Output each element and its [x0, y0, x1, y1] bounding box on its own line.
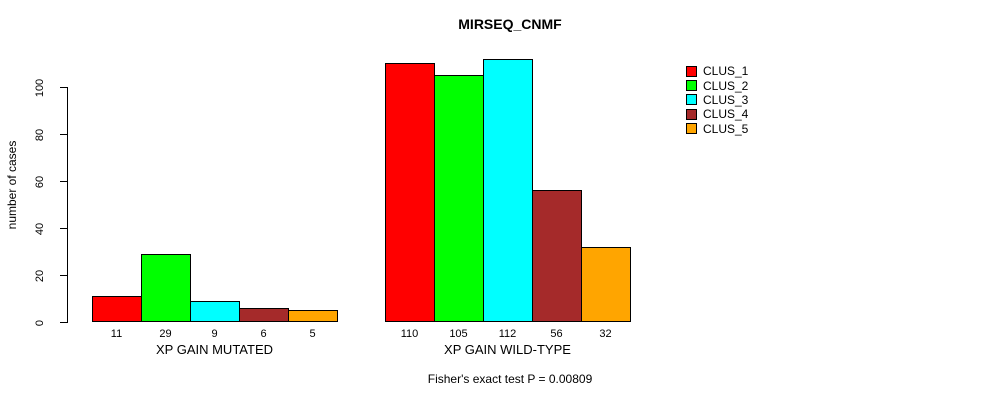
bar-value-label: 29 [159, 328, 172, 340]
bar-value-label: 32 [599, 328, 612, 340]
legend-label: CLUS_3 [703, 92, 749, 107]
bar-clus_4 [532, 190, 582, 322]
y-axis-label: number of cases [5, 140, 19, 230]
bar-clus_2 [141, 254, 191, 322]
y-axis-tick-label: 0 [34, 319, 46, 326]
bar-value-label: 112 [498, 328, 517, 340]
legend-color-swatch [686, 94, 697, 106]
bar-clus_2 [434, 75, 484, 322]
y-axis-tick-label: 40 [34, 222, 46, 235]
y-axis-tick-label: 60 [34, 175, 46, 188]
legend-item: CLUS_3 [686, 93, 748, 107]
bar-value-label: 5 [309, 328, 316, 340]
fisher-test-annotation: Fisher's exact test P = 0.00809 [427, 372, 593, 386]
bar-value-label: 110 [400, 328, 419, 340]
legend-color-swatch [686, 65, 697, 77]
y-axis-tick-label: 80 [34, 128, 46, 141]
bar-clus_3 [190, 301, 240, 322]
legend-item: CLUS_2 [686, 78, 749, 93]
legend-label: CLUS_2 [703, 78, 749, 93]
legend: CLUS_1 CLUS_2 CLUS_3 CLUS_4 CLUS_5 [686, 64, 748, 136]
bar-value-label: 6 [260, 328, 267, 340]
bar-value-label: 11 [110, 328, 123, 340]
group-label: XP GAIN WILD-TYPE [444, 342, 571, 357]
bar-clus_3 [483, 59, 533, 322]
bar-value-label: 56 [550, 328, 563, 340]
chart-title: MIRSEQ_CNMF [458, 16, 562, 32]
y-axis-tick [60, 228, 67, 229]
y-axis-tick [60, 181, 67, 182]
legend-item: CLUS_4 [686, 107, 748, 121]
y-axis-tick-label: 100 [34, 78, 46, 97]
legend-color-swatch [686, 80, 697, 92]
bar-value-label: 105 [449, 328, 468, 340]
legend-item: CLUS_1 [686, 64, 748, 78]
legend-label: CLUS_5 [703, 121, 749, 136]
y-axis-tick [60, 275, 67, 276]
legend-label: CLUS_4 [703, 107, 749, 122]
group-label: XP GAIN MUTATED [155, 342, 274, 357]
bar-value-label: 9 [211, 328, 218, 340]
bar-clus_4 [239, 308, 289, 322]
y-axis-tick-label: 20 [34, 269, 46, 282]
legend-item: CLUS_5 [686, 122, 748, 136]
y-axis-tick [60, 87, 67, 88]
legend-color-swatch [686, 108, 697, 120]
bar-clus_5 [581, 247, 631, 322]
y-axis-tick [60, 134, 67, 135]
legend-label: CLUS_1 [703, 64, 749, 79]
bar-clus_1 [385, 63, 435, 322]
y-axis-line [67, 87, 68, 323]
bar-clus_1 [92, 296, 142, 322]
y-axis-tick [60, 322, 67, 323]
legend-color-swatch [686, 123, 697, 135]
bar-clus_5 [288, 310, 338, 322]
